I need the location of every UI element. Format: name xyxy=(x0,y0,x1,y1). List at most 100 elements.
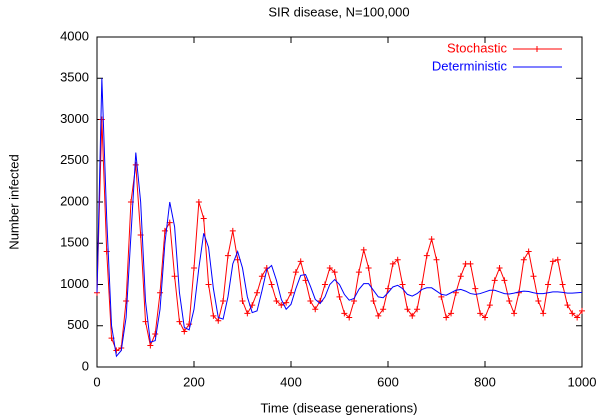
point-marker xyxy=(191,265,197,271)
series-line xyxy=(96,78,583,358)
point-marker xyxy=(258,273,265,280)
point-marker xyxy=(423,252,430,259)
point-marker xyxy=(321,281,328,288)
point-marker xyxy=(535,298,542,304)
point-marker xyxy=(113,347,120,354)
point-marker xyxy=(385,285,391,292)
y-tick-label: 1500 xyxy=(60,235,89,250)
point-marker xyxy=(482,314,488,321)
point-marker xyxy=(409,312,416,319)
point-marker xyxy=(273,298,280,304)
point-marker xyxy=(520,256,527,263)
legend-marker xyxy=(534,46,540,52)
y-tick-label: 1000 xyxy=(60,276,89,291)
point-marker xyxy=(448,310,455,317)
point-marker xyxy=(443,314,450,321)
point-marker xyxy=(215,317,222,324)
y-tick-label: 3000 xyxy=(60,111,89,126)
point-marker xyxy=(506,298,513,304)
point-marker xyxy=(278,302,285,309)
point-marker xyxy=(98,116,105,123)
point-marker xyxy=(394,256,401,263)
series-line xyxy=(96,119,583,352)
point-marker xyxy=(579,307,585,314)
point-marker xyxy=(239,298,246,304)
point-marker xyxy=(540,310,547,317)
point-marker xyxy=(161,227,168,234)
point-marker xyxy=(559,281,566,288)
point-marker xyxy=(331,269,338,276)
point-marker xyxy=(511,310,518,317)
point-marker xyxy=(157,289,164,296)
y-axis-label: Number infected xyxy=(6,154,21,249)
point-marker xyxy=(472,285,479,292)
point-marker xyxy=(549,258,556,265)
point-marker xyxy=(123,298,130,304)
point-marker xyxy=(268,281,275,288)
point-marker xyxy=(312,306,319,313)
point-marker xyxy=(336,293,343,300)
chart-title: SIR disease, N=100,000 xyxy=(268,4,409,19)
x-tick-label: 1000 xyxy=(568,374,597,389)
point-marker xyxy=(288,289,294,296)
point-marker xyxy=(346,314,353,321)
x-tick-label: 200 xyxy=(183,374,205,389)
point-marker xyxy=(457,273,464,280)
legend-label: Deterministic xyxy=(432,58,508,73)
point-marker xyxy=(132,161,139,168)
point-marker xyxy=(181,328,188,335)
point-marker xyxy=(341,310,348,317)
point-marker xyxy=(171,273,178,280)
point-marker xyxy=(574,314,581,321)
y-tick-label: 3500 xyxy=(60,70,89,85)
point-marker xyxy=(501,277,508,284)
point-marker xyxy=(229,227,236,234)
point-marker xyxy=(147,342,154,349)
point-marker xyxy=(530,273,537,280)
point-marker xyxy=(545,281,552,288)
point-marker xyxy=(380,306,387,313)
y-tick-label: 4000 xyxy=(60,28,89,43)
point-marker xyxy=(569,310,576,317)
point-marker xyxy=(244,310,251,317)
point-marker xyxy=(326,265,333,271)
y-tick-label: 500 xyxy=(67,317,89,332)
point-marker xyxy=(210,312,217,319)
point-marker xyxy=(428,236,435,243)
x-tick-label: 800 xyxy=(474,374,496,389)
x-tick-label: 400 xyxy=(280,374,302,389)
point-marker xyxy=(404,306,411,313)
point-marker xyxy=(186,321,193,328)
point-marker xyxy=(389,260,396,267)
point-marker xyxy=(200,215,207,222)
y-tick-label: 2500 xyxy=(60,152,89,167)
point-marker xyxy=(418,281,425,288)
point-marker xyxy=(283,299,290,306)
point-marker xyxy=(496,265,503,271)
y-tick-label: 0 xyxy=(82,358,89,373)
point-marker xyxy=(477,310,484,317)
point-marker xyxy=(176,318,183,325)
point-marker xyxy=(375,312,382,319)
point-marker xyxy=(307,298,314,304)
point-marker xyxy=(486,302,493,309)
point-marker xyxy=(365,265,372,271)
point-marker xyxy=(564,302,571,309)
point-marker xyxy=(205,281,212,288)
point-marker xyxy=(355,269,362,276)
point-marker xyxy=(491,277,498,284)
point-marker xyxy=(254,289,261,296)
point-marker xyxy=(220,298,227,304)
point-marker xyxy=(103,248,110,255)
point-marker xyxy=(414,306,421,313)
x-axis-label: Time (disease generations) xyxy=(260,400,417,415)
point-marker xyxy=(370,298,377,304)
point-marker xyxy=(292,269,299,276)
point-marker xyxy=(399,281,406,288)
point-marker xyxy=(433,256,440,263)
point-marker xyxy=(224,252,231,259)
point-marker xyxy=(554,256,561,263)
point-marker xyxy=(195,199,202,205)
legend-label: Stochastic xyxy=(447,40,507,55)
x-tick-label: 0 xyxy=(93,374,100,389)
